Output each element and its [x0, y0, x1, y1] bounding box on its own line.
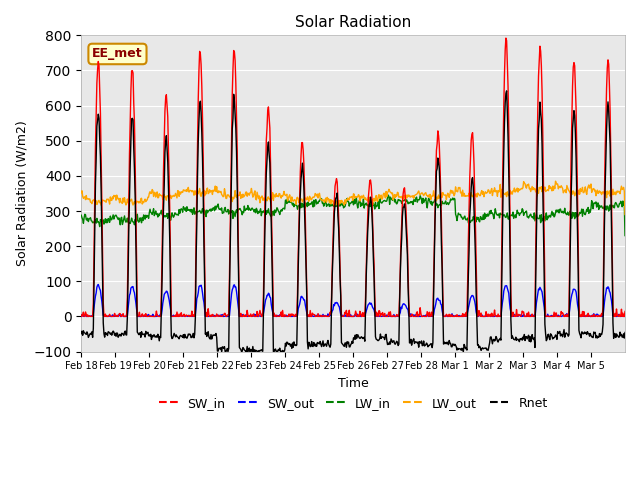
LW_out [141, 196, 149, 202]
SW_in [410, 313, 417, 319]
LW_out [77, 190, 85, 196]
LW_out [621, 212, 629, 217]
SW_in [77, 312, 85, 318]
Rnet [141, 334, 149, 340]
LW_in [410, 197, 417, 203]
Rnet [77, 331, 85, 336]
LW_out [409, 193, 417, 199]
Line: SW_out: SW_out [81, 285, 625, 316]
Rnet [621, 330, 629, 336]
SW_in [269, 271, 276, 276]
LW_in [241, 208, 249, 214]
LW_in [289, 202, 296, 208]
Rnet [410, 336, 417, 342]
Line: LW_out: LW_out [81, 181, 625, 215]
LW_in [621, 233, 629, 239]
Legend: SW_in, SW_out, LW_in, LW_out, Rnet: SW_in, SW_out, LW_in, LW_out, Rnet [154, 392, 552, 415]
LW_in [440, 201, 448, 207]
SW_out [440, 313, 448, 319]
Text: EE_met: EE_met [92, 48, 143, 60]
SW_out [242, 312, 250, 318]
LW_out [440, 192, 447, 197]
SW_in [78, 313, 86, 319]
LW_in [268, 213, 276, 219]
Rnet [503, 88, 511, 94]
Rnet [218, 348, 225, 354]
Rnet [242, 348, 250, 354]
Line: LW_in: LW_in [81, 195, 625, 236]
SW_in [440, 313, 448, 319]
LW_in [77, 212, 85, 218]
SW_in [502, 35, 509, 41]
LW_out [552, 178, 559, 184]
SW_in [289, 312, 297, 317]
LW_in [385, 192, 392, 198]
SW_out [410, 313, 417, 319]
Y-axis label: Solar Radiation (W/m2): Solar Radiation (W/m2) [15, 120, 28, 266]
SW_out [621, 313, 629, 319]
Rnet [269, 294, 276, 300]
SW_out [269, 309, 276, 315]
Line: SW_in: SW_in [81, 38, 625, 316]
SW_in [242, 313, 250, 319]
X-axis label: Time: Time [338, 377, 369, 390]
Line: Rnet: Rnet [81, 91, 625, 351]
LW_out [289, 197, 296, 203]
LW_out [241, 192, 249, 198]
Title: Solar Radiation: Solar Radiation [295, 15, 412, 30]
Rnet [440, 339, 448, 345]
SW_in [621, 309, 629, 314]
SW_in [142, 311, 150, 317]
SW_out [142, 313, 150, 319]
SW_out [95, 282, 102, 288]
LW_in [141, 216, 149, 222]
LW_out [268, 196, 276, 202]
Rnet [289, 344, 297, 350]
SW_out [77, 313, 85, 319]
SW_out [289, 312, 297, 318]
